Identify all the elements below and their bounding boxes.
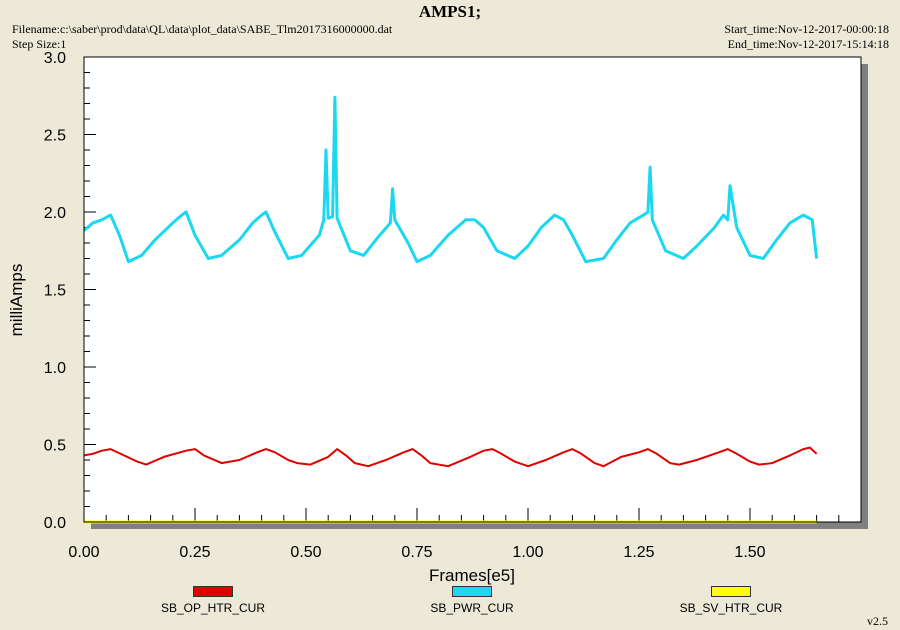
legend-label: SB_SV_HTR_CUR: [679, 601, 783, 615]
x-axis-label: Frames[e5]: [429, 566, 515, 585]
x-tick-label: 0.25: [179, 544, 210, 561]
legend-label: SB_PWR_CUR: [430, 601, 514, 615]
series-line-sb-pwr-cur: [83, 95, 819, 264]
legend-swatch: [193, 586, 233, 597]
plot-area: [84, 57, 861, 522]
version-text: v2.5: [867, 614, 888, 628]
legend-swatch: [452, 586, 492, 597]
legend-swatch: [711, 586, 751, 597]
legend-item-op-htr-cur: SB_OP_HTR_CUR: [113, 586, 313, 615]
x-tick-label: 1.25: [623, 544, 654, 561]
tick-labels: 0.00 0.25 0.50 0.75 1.00 1.25 1.50 0.0 0.5 1.0 1.5…: [44, 50, 766, 561]
y-axis-label: milliAmps: [7, 264, 26, 337]
y-tick-label: 3.0: [44, 50, 66, 67]
x-tick-label: 0.75: [401, 544, 432, 561]
y-tick-label: 1.0: [44, 360, 66, 377]
y-tick-label: 0.0: [44, 515, 66, 532]
y-tick-label: 0.5: [44, 438, 66, 455]
x-tick-label: 1.50: [734, 544, 765, 561]
x-tick-label: 1.00: [512, 544, 543, 561]
legend-label: SB_OP_HTR_CUR: [160, 601, 266, 615]
end-time-text: End_time:Nov-12-2017-15:14:18: [727, 37, 889, 51]
legend-item-pwr-cur: SB_PWR_CUR: [372, 586, 572, 615]
y-tick-label: 2.0: [44, 205, 66, 222]
x-tick-label: 0.00: [68, 544, 99, 561]
filename-text: Filename:c:\saber\prod\data\QL\data\plot…: [12, 22, 393, 36]
x-tick-label: 0.50: [290, 544, 321, 561]
y-tick-label: 2.5: [44, 128, 66, 145]
plot-frame: [83, 56, 862, 523]
chart-title: AMPS1;: [418, 2, 482, 21]
legend-item-sv-htr-cur: SB_SV_HTR_CUR: [631, 586, 831, 615]
start-time-text: Start_time:Nov-12-2017-00:00:18: [724, 22, 889, 36]
step-size-text: Step Size:1: [12, 37, 67, 51]
series-line-sb-op-htr-cur: [83, 446, 818, 468]
y-tick-label: 1.5: [44, 283, 66, 300]
axis-ticks: [83, 56, 862, 523]
